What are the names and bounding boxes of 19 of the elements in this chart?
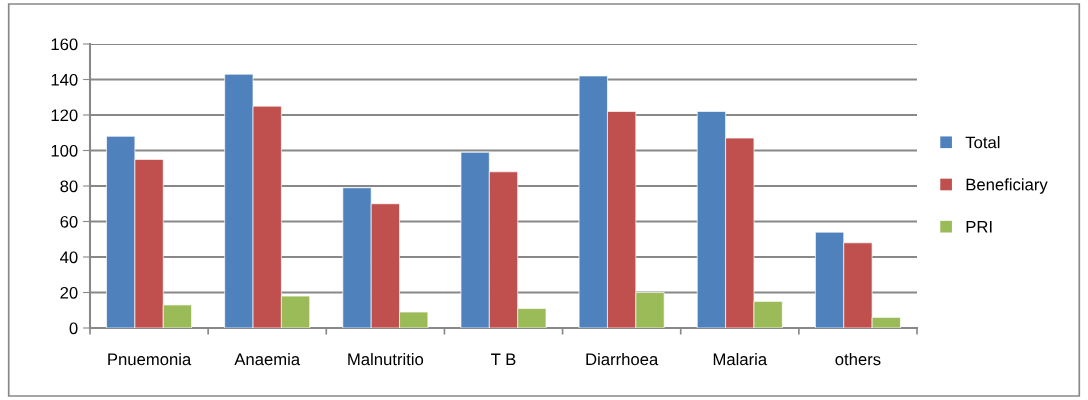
- legend-label: Beneficiary: [966, 178, 1048, 194]
- y-tick-label: 20: [60, 286, 78, 299]
- y-tick-label: 0: [69, 322, 78, 335]
- x-tick-label: others: [835, 353, 881, 366]
- x-tick-label: Anaemia: [234, 353, 301, 366]
- y-tick-label: 80: [60, 180, 78, 193]
- x-tick-label: Malnutritio: [348, 353, 424, 366]
- x-tick-label: Diarrhoea: [586, 353, 659, 366]
- y-tick-label: 40: [60, 251, 78, 264]
- y-tick-label: 100: [51, 144, 78, 157]
- x-tick-label: T B: [491, 353, 516, 366]
- x-tick-label: Pnuemonia: [108, 353, 192, 366]
- legend-label: PRI: [966, 221, 992, 233]
- y-tick-label: 120: [51, 109, 78, 122]
- y-tick-label: 60: [60, 215, 78, 228]
- y-tick-label: 140: [51, 73, 78, 86]
- legend-label: Total: [965, 136, 1000, 149]
- y-tick-label: 160: [51, 38, 78, 51]
- x-tick-label: Malaria: [713, 353, 768, 366]
